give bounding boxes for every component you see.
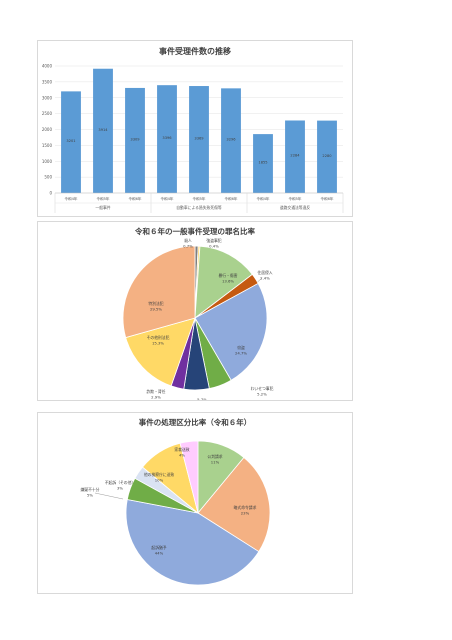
bar	[93, 68, 113, 193]
bar-value-label: 3396	[162, 136, 172, 140]
bar-chart-title: 事件受理件数の推移	[159, 46, 231, 56]
slice-pct-label: 2.4%	[260, 276, 270, 281]
pie-slice	[194, 245, 253, 319]
slice-name-label: その他刑法犯	[147, 335, 170, 340]
slice-pct-label: 13.6%	[222, 279, 234, 284]
disposition-pie-panel: 事件の処理区分比率（令和６年） 公判請求 11% 略式命令請求 23% 起訴猶予 44% 嫌…	[37, 412, 353, 594]
slice-pct-label: 44%	[155, 551, 164, 556]
slice-pct-label: 29.5%	[150, 307, 162, 312]
x-category-label: 令和4年	[256, 196, 269, 201]
bar	[125, 87, 145, 193]
y-tick-label: 3500	[42, 79, 53, 84]
slice-pct-label: 15.3%	[152, 341, 164, 346]
bar	[317, 120, 337, 193]
y-tick-label: 2500	[42, 111, 53, 116]
disposition-pie-title: 事件の処理区分比率（令和６年）	[139, 417, 252, 427]
slice-pct-label: 11%	[211, 460, 220, 465]
x-category-label: 令和4年	[64, 196, 77, 201]
bar-value-label: 3309	[130, 137, 140, 141]
slice-pct-label: 2.9%	[151, 395, 161, 400]
bar-value-label: 3369	[194, 137, 204, 141]
bar	[285, 120, 305, 193]
bar	[157, 85, 177, 193]
slice-name-label: 暴行・傷害	[219, 273, 238, 278]
x-category-label: 令和5年	[192, 196, 205, 201]
bar-value-label: 3296	[226, 138, 236, 142]
x-category-label: 令和6年	[224, 196, 237, 201]
slice-pct-label: 10%	[155, 478, 164, 483]
pie-slice	[194, 282, 268, 381]
bar	[253, 134, 273, 193]
slice-name-label: わいせつ事犯	[251, 386, 274, 391]
slice-name-label: 家裁送致	[174, 447, 189, 452]
x-category-label: 令和6年	[320, 196, 333, 201]
slice-pct-label: 5%	[87, 493, 93, 498]
y-tick-label: 1500	[42, 143, 53, 148]
slice-name-label: 窃盗	[237, 345, 245, 350]
bar	[221, 88, 241, 193]
slice-name-label: 略式命令請求	[234, 505, 257, 510]
group-label: 自動車による過失致死傷等	[176, 205, 222, 210]
bar-value-label: 1855	[258, 161, 267, 165]
slice-pct-label: 0.7%	[183, 244, 193, 249]
slice-name-label: 詐欺・背任	[147, 389, 166, 394]
crime-pie-title: 令和６年の一般事件受理の罪名比率	[134, 226, 255, 236]
bar-value-label: 2284	[290, 154, 300, 158]
bar-chart: 事件受理件数の推移 0 500 1000 1500 2000 2500 3000 3500 40…	[42, 46, 344, 213]
slice-name-label: 嫌疑不十分	[81, 487, 100, 492]
crime-pie-panel: 令和６年の一般事件受理の罪名比率 殺人 0.7% 強盗事犯 0.4% 暴行・傷害 13.6…	[37, 221, 353, 401]
bar-value-label: 2280	[322, 154, 332, 158]
slice-name-label: 起訴猶予	[151, 545, 166, 550]
bar	[61, 91, 81, 193]
pie-slice	[179, 440, 199, 514]
y-tick-label: 2000	[42, 127, 53, 132]
slice-name-label: 住居侵入	[257, 270, 272, 275]
bar-chart-panel: 事件受理件数の推移 0 500 1000 1500 2000 2500 3000 3500 40…	[37, 40, 353, 217]
bar	[189, 86, 209, 193]
slice-pct-label: 23%	[241, 511, 250, 516]
bar-value-label: 3201	[66, 139, 75, 143]
leader-line	[94, 492, 124, 500]
y-tick-label: 1000	[42, 159, 53, 164]
slice-pct-label: 0.4%	[209, 244, 219, 249]
y-tick-label: 4000	[42, 64, 53, 69]
slice-name-label: 公判請求	[207, 454, 222, 459]
slice-name-label: 特別法犯	[148, 301, 163, 306]
slice-pct-label: 24.7%	[235, 351, 247, 356]
slice-name-label: 殺人	[184, 238, 192, 243]
pie-slice	[122, 245, 196, 339]
x-category-label: 令和5年	[96, 196, 109, 201]
y-tick-label: 500	[44, 175, 52, 180]
slice-name-label: 他の検察庁に送致	[144, 472, 175, 477]
bar-value-label: 3914	[98, 128, 108, 132]
pie-slice	[197, 456, 271, 553]
slice-name-label: 強盗事犯	[206, 238, 221, 243]
slice-pct-label: 5.2%	[257, 392, 267, 397]
x-category-label: 令和6年	[128, 196, 141, 201]
x-category-label: 令和5年	[288, 196, 301, 201]
pie-slice	[125, 499, 260, 586]
group-label: 一般事件	[95, 205, 110, 210]
pie-slice	[125, 317, 196, 387]
y-tick-label: 3000	[42, 95, 53, 100]
y-tick-label: 0	[49, 191, 52, 196]
x-category-label: 令和4年	[160, 196, 173, 201]
group-label: 道路交通法等違反	[280, 205, 311, 210]
slice-pct-label: 3%	[117, 486, 123, 491]
slice-pct-label: 5.7%	[197, 397, 207, 400]
slice-name-label: 不起訴（その他）	[105, 480, 135, 485]
slice-pct-label: 4%	[179, 453, 185, 458]
